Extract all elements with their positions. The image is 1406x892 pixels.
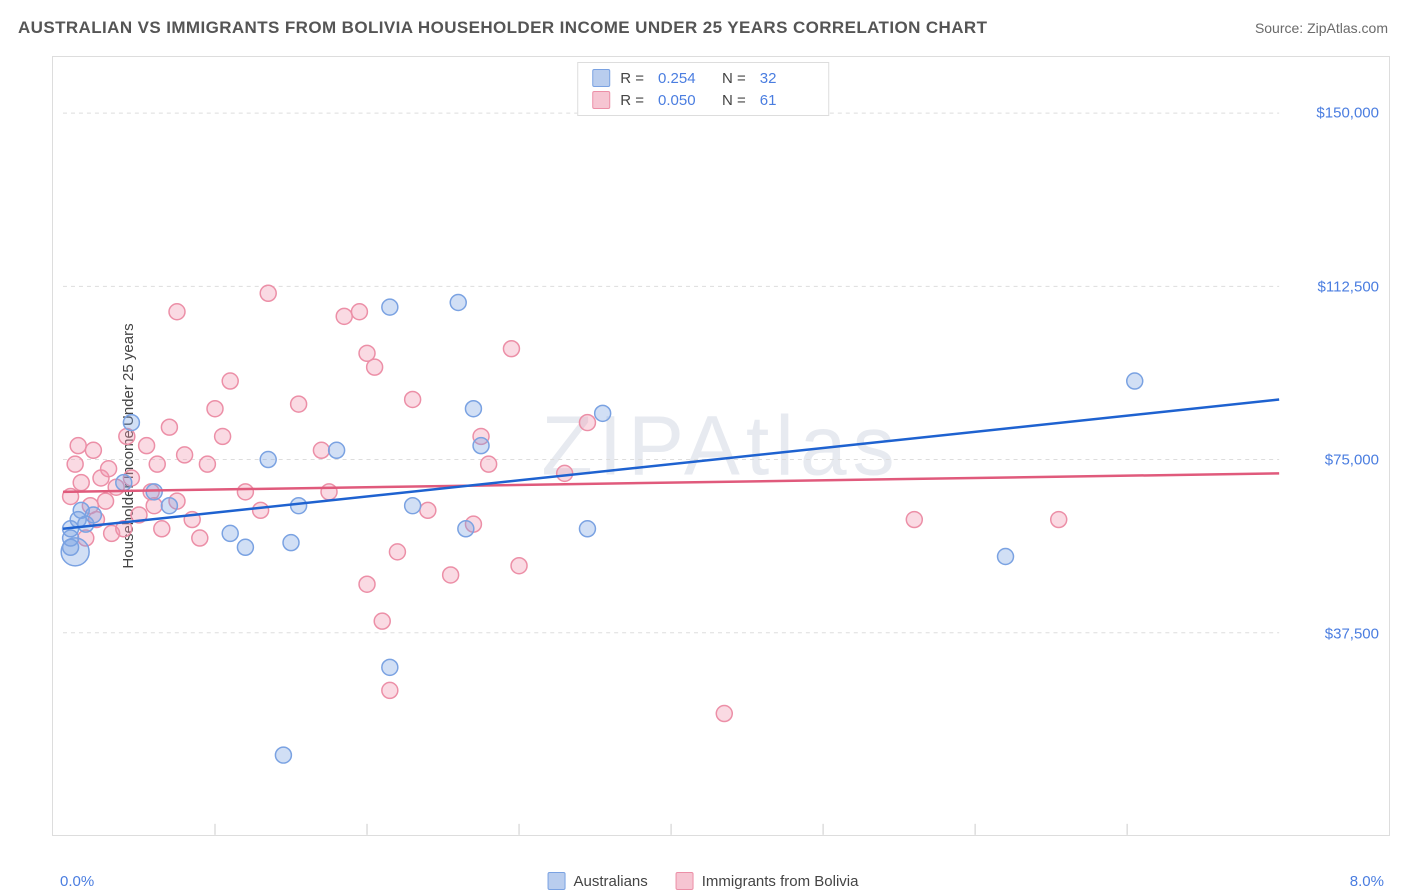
plot-area: ZIPAtlas $37,500$75,000$112,500$150,000 bbox=[52, 56, 1390, 836]
source-label: Source: ZipAtlas.com bbox=[1255, 20, 1388, 36]
n-value-bolivia: 61 bbox=[760, 92, 814, 109]
n-label-2: N = bbox=[722, 92, 746, 109]
x-axis-max-label: 8.0% bbox=[1350, 873, 1384, 890]
r-label-2: R = bbox=[620, 92, 644, 109]
x-axis-min-label: 0.0% bbox=[60, 873, 94, 890]
chart-title: AUSTRALIAN VS IMMIGRANTS FROM BOLIVIA HO… bbox=[18, 18, 987, 38]
n-value-australians: 32 bbox=[760, 70, 814, 87]
scatter-chart-svg bbox=[53, 57, 1389, 836]
r-value-bolivia: 0.050 bbox=[658, 92, 712, 109]
legend-swatch-australians bbox=[592, 69, 610, 87]
y-tick-label: $112,500 bbox=[1318, 278, 1379, 295]
legend-swatch-bolivia bbox=[592, 91, 610, 109]
legend-swatch-australians-2 bbox=[548, 872, 566, 890]
y-tick-label: $75,000 bbox=[1325, 452, 1379, 469]
legend-label-australians: Australians bbox=[574, 873, 648, 890]
legend-stats-box: R = 0.254 N = 32 R = 0.050 N = 61 bbox=[577, 62, 829, 116]
y-tick-label: $37,500 bbox=[1325, 625, 1379, 642]
legend-swatch-bolivia-2 bbox=[676, 872, 694, 890]
legend-label-bolivia: Immigrants from Bolivia bbox=[702, 873, 859, 890]
n-label: N = bbox=[722, 70, 746, 87]
r-label: R = bbox=[620, 70, 644, 87]
legend-series-box: Australians Immigrants from Bolivia bbox=[548, 872, 859, 890]
r-value-australians: 0.254 bbox=[658, 70, 712, 87]
y-tick-label: $150,000 bbox=[1316, 105, 1379, 122]
